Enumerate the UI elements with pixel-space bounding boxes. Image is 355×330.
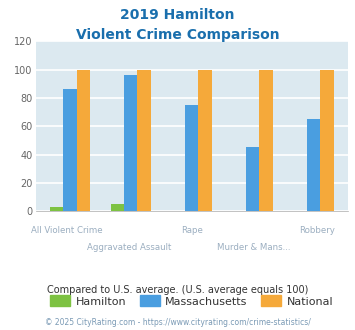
Bar xyxy=(307,119,320,211)
Bar xyxy=(320,70,334,211)
Text: Violent Crime Comparison: Violent Crime Comparison xyxy=(76,28,279,42)
Text: Rape: Rape xyxy=(181,226,203,235)
Bar xyxy=(63,89,77,211)
Legend: Hamilton, Massachusetts, National: Hamilton, Massachusetts, National xyxy=(46,291,338,311)
Bar xyxy=(260,70,273,211)
Text: Robbery: Robbery xyxy=(299,226,335,235)
Bar xyxy=(124,75,137,211)
Bar xyxy=(50,207,63,211)
Bar xyxy=(137,70,151,211)
Text: All Violent Crime: All Violent Crime xyxy=(31,226,103,235)
Bar xyxy=(111,204,124,211)
Text: Murder & Mans...: Murder & Mans... xyxy=(217,243,291,251)
Bar xyxy=(185,105,198,211)
Text: Compared to U.S. average. (U.S. average equals 100): Compared to U.S. average. (U.S. average … xyxy=(47,285,308,295)
Bar xyxy=(77,70,90,211)
Text: 2019 Hamilton: 2019 Hamilton xyxy=(120,8,235,22)
Text: © 2025 CityRating.com - https://www.cityrating.com/crime-statistics/: © 2025 CityRating.com - https://www.city… xyxy=(45,318,310,327)
Bar xyxy=(198,70,212,211)
Bar xyxy=(246,148,260,211)
Text: Aggravated Assault: Aggravated Assault xyxy=(87,243,171,251)
